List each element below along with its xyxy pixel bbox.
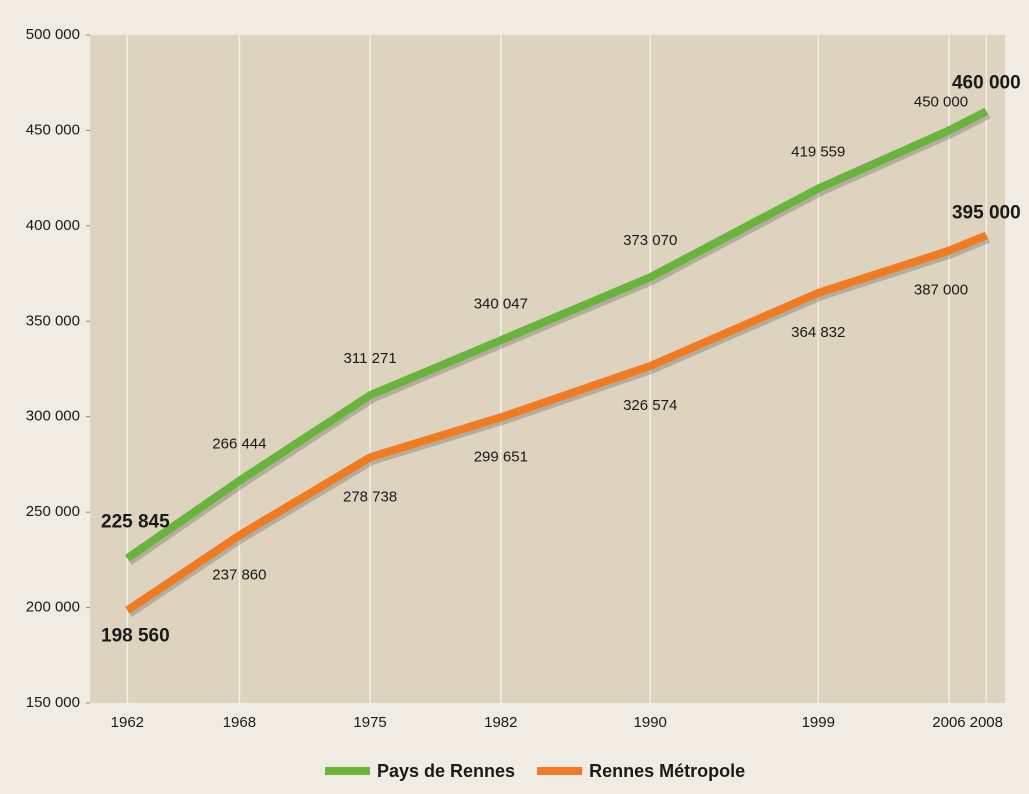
data-label: 266 444 [212, 436, 266, 453]
y-tick-label: 200 000 [26, 599, 80, 616]
legend-swatch [537, 767, 583, 775]
data-label: 460 000 [952, 72, 1021, 93]
data-label: 450 000 [914, 93, 968, 110]
legend-label: Pays de Rennes [377, 761, 515, 781]
y-tick-label: 250 000 [26, 503, 80, 520]
x-tick-label: 1968 [223, 714, 256, 731]
x-tick-label: 1990 [634, 714, 667, 731]
y-tick-label: 500 000 [26, 26, 80, 43]
data-label: 373 070 [623, 232, 677, 249]
data-label: 340 047 [474, 295, 528, 312]
series-line [125, 107, 989, 562]
x-tick-label: 1982 [484, 714, 517, 731]
y-tick-label: 150 000 [26, 694, 80, 711]
data-label: 364 832 [791, 324, 845, 341]
x-tick-label: 1999 [802, 714, 835, 731]
y-tick-label: 350 000 [26, 312, 80, 329]
legend-swatch [325, 767, 370, 775]
data-label: 299 651 [474, 448, 528, 465]
x-tick-label: 2006 [932, 714, 965, 731]
plot-area [90, 35, 1005, 703]
y-tick-label: 400 000 [26, 217, 80, 234]
series-line [125, 231, 988, 614]
y-tick-label: 300 000 [26, 408, 80, 425]
x-tick-label: 2008 [970, 714, 1003, 731]
legend-label: Rennes Métropole [589, 761, 745, 781]
data-label: 395 000 [952, 202, 1021, 223]
data-label: 326 574 [623, 397, 677, 414]
data-label: 225 845 [101, 511, 170, 532]
x-tick-label: 1962 [111, 714, 144, 731]
data-label: 237 860 [212, 566, 266, 583]
data-label: 198 560 [101, 625, 170, 646]
data-label: 311 271 [344, 350, 397, 367]
y-tick-label: 450 000 [26, 121, 80, 138]
data-label: 387 000 [914, 282, 968, 299]
x-tick-label: 1975 [353, 714, 386, 731]
data-label: 419 559 [791, 143, 845, 160]
data-label: 278 738 [343, 488, 397, 505]
